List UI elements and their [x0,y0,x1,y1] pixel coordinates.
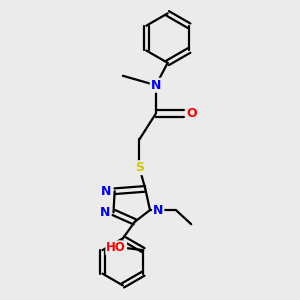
Text: N: N [153,204,164,217]
Text: HO: HO [106,241,126,254]
Text: N: N [100,206,110,219]
Text: N: N [101,185,112,198]
Text: O: O [186,107,196,120]
Text: N: N [151,79,161,92]
Text: S: S [135,161,144,174]
